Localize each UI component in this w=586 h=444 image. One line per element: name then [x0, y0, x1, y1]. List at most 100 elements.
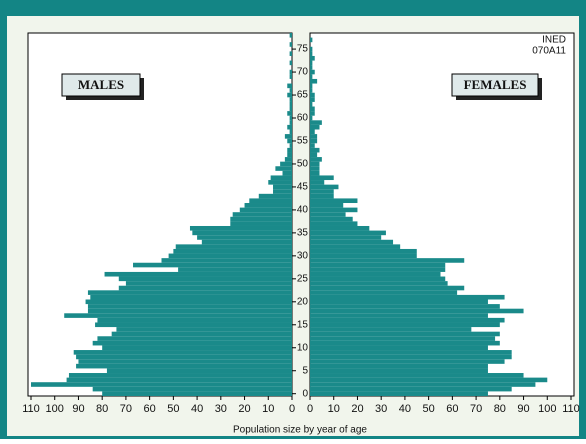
annotation: INED: [542, 35, 566, 46]
bar: [310, 373, 524, 378]
bar: [64, 313, 292, 318]
bar: [197, 235, 292, 240]
bar: [280, 161, 292, 167]
x-tick-label: 100: [46, 403, 64, 415]
bar: [310, 147, 320, 153]
bar: [310, 386, 512, 392]
bar: [310, 55, 315, 61]
bar: [310, 290, 458, 295]
bar: [310, 304, 500, 309]
bar: [125, 281, 292, 286]
x-tick-label: 20: [351, 403, 363, 415]
bar: [289, 97, 292, 102]
bar: [87, 308, 292, 314]
x-tick-label: 70: [120, 403, 132, 415]
y-tick-label: 75: [297, 44, 309, 55]
bar: [189, 225, 292, 231]
annotation: 070A11: [532, 46, 566, 57]
bar: [310, 317, 505, 323]
x-tick-label: 30: [215, 403, 227, 415]
bar: [161, 258, 292, 263]
bar: [310, 340, 500, 346]
bar: [106, 368, 292, 374]
bar: [175, 244, 292, 249]
bar: [310, 138, 318, 144]
bar: [310, 354, 512, 360]
bar: [178, 267, 292, 272]
bar: [192, 230, 292, 236]
bar: [97, 317, 292, 323]
x-tick-label: 70: [470, 403, 482, 415]
legend-box: [451, 73, 539, 97]
bar: [273, 189, 292, 194]
bar: [310, 170, 320, 176]
bar: [310, 180, 325, 185]
bar: [168, 253, 292, 259]
bar: [310, 382, 536, 387]
y-tick-label: 20: [297, 296, 309, 307]
bar: [76, 354, 292, 360]
legend-label: MALES: [78, 77, 124, 92]
bar: [289, 51, 292, 56]
bar: [310, 299, 488, 305]
x-tick-label: 10: [262, 403, 274, 415]
x-tick-label: 10: [328, 403, 340, 415]
bar: [289, 69, 292, 75]
x-tick-label: 40: [191, 403, 203, 415]
bar: [201, 239, 292, 245]
bar: [97, 336, 292, 341]
bar: [282, 170, 292, 176]
bar: [239, 207, 292, 213]
bar: [310, 345, 488, 351]
bar: [310, 106, 315, 112]
bar: [310, 97, 315, 102]
bar: [310, 276, 446, 282]
bar: [85, 299, 292, 305]
bar: [289, 88, 292, 93]
bar: [310, 225, 370, 231]
bar: [310, 175, 334, 181]
bar: [310, 203, 344, 208]
bar: [310, 221, 358, 226]
bar: [310, 111, 315, 116]
bar: [310, 267, 446, 272]
bar: [310, 51, 313, 56]
bar: [173, 248, 292, 254]
y-tick-label: 25: [297, 273, 309, 284]
bar: [66, 377, 292, 383]
bar: [289, 74, 292, 79]
bar: [289, 129, 292, 135]
bar: [310, 359, 505, 364]
bar: [310, 285, 465, 291]
x-tick-label: 80: [494, 403, 506, 415]
bar: [310, 60, 313, 66]
x-tick-label: 110: [22, 403, 40, 415]
x-tick-label: 0: [289, 403, 295, 415]
bar: [310, 212, 346, 217]
bar: [310, 46, 313, 52]
bar: [249, 198, 292, 204]
bar: [310, 193, 334, 199]
bar: [102, 345, 292, 351]
bar: [289, 115, 292, 121]
bar: [268, 180, 292, 185]
bar: [310, 37, 313, 43]
x-tick-label: 60: [446, 403, 458, 415]
legend-box: [61, 73, 141, 97]
bar: [230, 221, 292, 226]
bar: [310, 294, 505, 300]
bar: [310, 184, 339, 190]
bar: [104, 271, 293, 277]
bar: [76, 363, 292, 369]
bar: [284, 134, 292, 139]
y-tick-label: 0: [302, 388, 308, 399]
bar: [310, 313, 488, 318]
bar: [310, 134, 318, 139]
bar: [102, 391, 292, 396]
bar: [310, 239, 394, 245]
y-tick-label: 10: [297, 342, 309, 353]
bar: [310, 322, 500, 328]
bar: [68, 373, 292, 378]
bar: [287, 138, 292, 144]
